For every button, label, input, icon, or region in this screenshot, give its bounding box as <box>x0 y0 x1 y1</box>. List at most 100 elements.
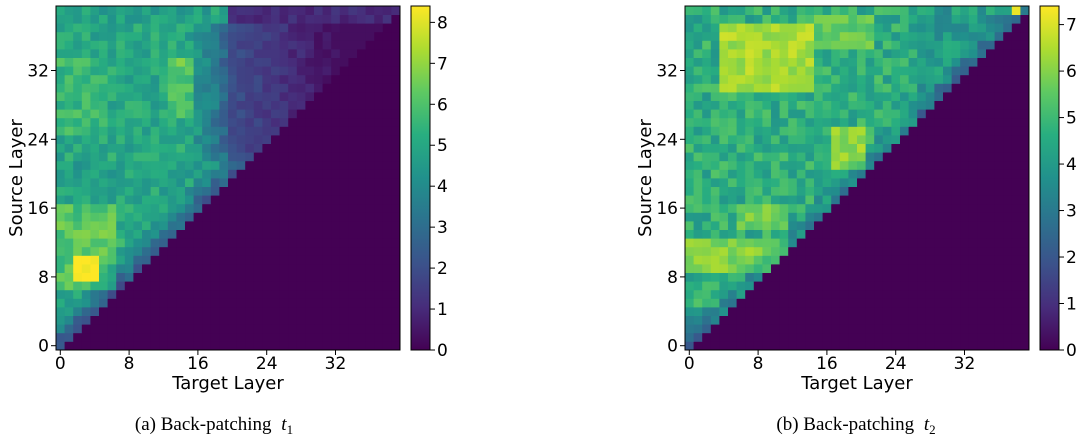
heatmap-cell <box>900 117 909 127</box>
heatmap-cell <box>814 160 823 170</box>
heatmap-cell <box>90 143 100 153</box>
heatmap-cell <box>951 264 961 273</box>
colorbar-tick-label: 7 <box>437 54 448 74</box>
heatmap-cell <box>934 57 944 67</box>
heatmap-cell <box>1003 186 1013 196</box>
heatmap-cell <box>331 332 341 342</box>
heatmap-cell <box>133 117 143 127</box>
heatmap-cell <box>857 117 866 127</box>
heatmap-cell <box>685 74 694 84</box>
heatmap-cell <box>124 49 134 58</box>
heatmap-cell <box>796 238 806 248</box>
heatmap-cell <box>900 324 909 334</box>
heatmap-cell <box>331 126 341 136</box>
heatmap-cell <box>64 341 74 351</box>
heatmap-cell <box>228 117 237 127</box>
heatmap-cell <box>1020 186 1030 196</box>
heatmap-cell <box>728 255 737 265</box>
heatmap-cell <box>943 195 952 205</box>
heatmap-cell <box>279 178 289 187</box>
heatmap-cell <box>771 14 780 24</box>
heatmap-cell <box>271 298 280 308</box>
heatmap-cell <box>331 307 341 316</box>
heatmap-cell <box>382 272 392 282</box>
colorbar-tick-label: 8 <box>437 13 448 33</box>
heatmap-cell <box>219 74 229 84</box>
heatmap-cell <box>73 298 83 308</box>
heatmap-cell <box>305 23 315 33</box>
heatmap-cell <box>262 169 272 179</box>
heatmap-cell <box>925 203 935 213</box>
heatmap-cell <box>176 143 186 153</box>
heatmap-cell <box>90 74 100 84</box>
heatmap-cell <box>365 264 375 273</box>
heatmap-cell <box>365 126 375 136</box>
heatmap-cell <box>374 341 384 351</box>
heatmap-cell <box>81 238 91 248</box>
heatmap-cell <box>185 264 194 273</box>
heatmap-cell <box>331 109 341 119</box>
heatmap-cell <box>305 178 315 187</box>
heatmap-cell <box>331 83 341 93</box>
heatmap-cell <box>693 31 703 41</box>
heatmap-cell <box>322 135 332 144</box>
heatmap-cell <box>934 23 944 33</box>
heatmap-cell <box>702 203 712 213</box>
heatmap-cell <box>167 14 177 24</box>
heatmap-cell <box>124 332 134 342</box>
heatmap-cell <box>348 109 358 119</box>
heatmap-cell <box>142 246 151 256</box>
heatmap-cell <box>891 332 901 342</box>
heatmap-cell <box>891 324 901 334</box>
heatmap-cell <box>986 117 995 127</box>
heatmap-cell <box>796 126 806 136</box>
heatmap-cell <box>374 31 384 41</box>
heatmap-cell <box>296 289 306 299</box>
heatmap-cell <box>986 221 995 230</box>
heatmap-cell <box>210 246 220 256</box>
heatmap-cell <box>994 341 1004 351</box>
heatmap-cell <box>796 203 806 213</box>
heatmap-cell <box>736 14 746 24</box>
heatmap-cell <box>736 324 746 334</box>
heatmap-cell <box>848 332 858 342</box>
heatmap-cell <box>745 169 755 179</box>
heatmap-cell <box>279 246 289 256</box>
heatmap-cell <box>107 160 117 170</box>
heatmap-cell <box>339 298 349 308</box>
heatmap-cell <box>857 100 866 110</box>
heatmap-cell <box>874 74 884 84</box>
heatmap-cell <box>779 31 789 41</box>
heatmap-cell <box>728 221 737 230</box>
heatmap-cell <box>107 324 117 334</box>
heatmap-cell <box>925 6 935 15</box>
heatmap-cell <box>710 83 720 93</box>
heatmap-cell <box>202 49 212 58</box>
heatmap-cell <box>253 66 263 76</box>
heatmap-cell <box>99 221 108 230</box>
heatmap-cell <box>831 92 841 101</box>
heatmap-cell <box>908 229 918 239</box>
heatmap-cell <box>934 221 944 230</box>
heatmap-cell <box>891 203 901 213</box>
heatmap-cell <box>814 341 823 351</box>
heatmap-cell <box>271 169 280 179</box>
heatmap-cell <box>382 341 392 351</box>
heatmap-cell <box>64 6 74 15</box>
heatmap-cell <box>322 324 332 334</box>
heatmap-cell <box>348 31 358 41</box>
heatmap-cell <box>702 238 712 248</box>
heatmap-cell <box>994 143 1004 153</box>
heatmap-cell <box>176 135 186 144</box>
heatmap-cell <box>977 66 987 76</box>
heatmap-cell <box>374 186 384 196</box>
heatmap-cell <box>245 14 255 24</box>
heatmap-cell <box>391 66 401 76</box>
heatmap-cell <box>314 324 323 334</box>
heatmap-cell <box>116 143 126 153</box>
heatmap-cell <box>960 246 970 256</box>
heatmap-cell <box>891 246 901 256</box>
x-tick-label: 32 <box>954 354 976 374</box>
heatmap-cell <box>882 100 892 110</box>
heatmap-cell <box>1020 289 1030 299</box>
